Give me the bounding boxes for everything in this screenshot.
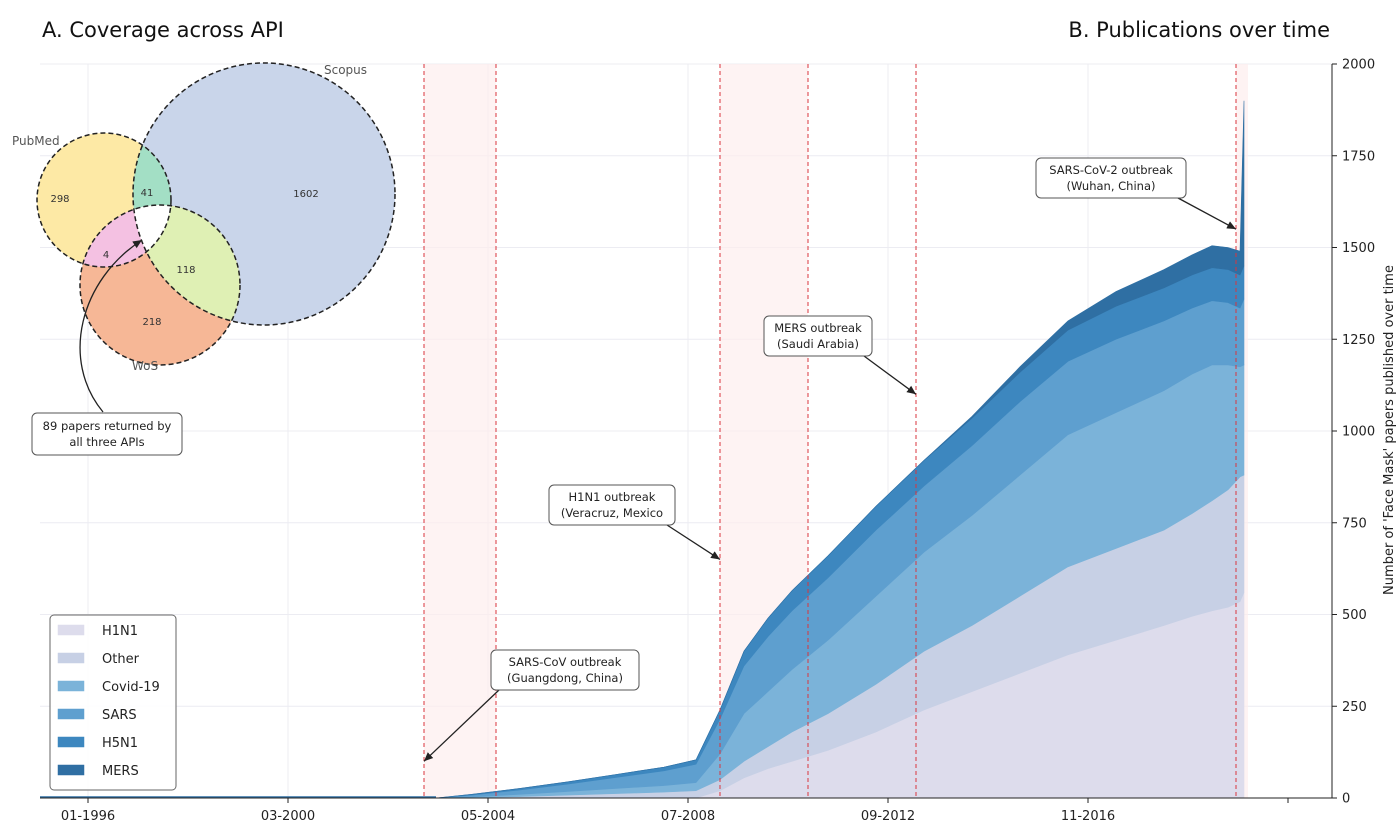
legend-label-2: Covid-19 <box>102 680 160 695</box>
venn-callout-line-1: 89 papers returned by <box>43 419 172 433</box>
x-tick-label-0: 01-1996 <box>61 809 115 823</box>
annotation-box-1 <box>548 484 676 526</box>
venn-wos-outline <box>79 204 241 366</box>
y-tick-label-1: 250 <box>1342 700 1367 715</box>
annotation-box-3 <box>1035 157 1187 199</box>
x-tick-label-1: 03-2000 <box>261 809 315 823</box>
annotation-2-line-1: (Saudi Arabia) <box>777 337 859 351</box>
outbreak-band-0 <box>424 64 496 798</box>
annotation-1-line-1: (Veracruz, Mexico <box>561 506 663 520</box>
y-tick-label-8: 2000 <box>1342 58 1375 73</box>
annotation-3-line-1: (Wuhan, China) <box>1066 179 1155 193</box>
legend-label-3: SARS <box>102 708 137 723</box>
legend-label-1: Other <box>102 652 140 667</box>
panel-b-title: B. Publications over time <box>1068 18 1330 42</box>
legend-label-4: H5N1 <box>102 736 138 751</box>
venn-count-pubmed-scopus: 41 <box>141 188 154 199</box>
venn-scopus-outline <box>132 62 396 326</box>
outbreak-bands <box>424 64 1248 798</box>
legend-swatch-5 <box>57 764 85 776</box>
annotation-3-line-0: SARS-CoV-2 outbreak <box>1049 163 1173 177</box>
y-tick-label-3: 750 <box>1342 516 1367 531</box>
annotation-box-2 <box>763 315 873 357</box>
y-tick-label-7: 1750 <box>1342 149 1375 164</box>
venn-pubmed-outline <box>36 132 172 268</box>
venn-callout-line-2: all three APIs <box>69 435 144 449</box>
x-ticks: 01-1996 03-2000 05-2004 07-2008 09-2012 11-20… <box>61 798 1289 823</box>
venn-label-wos: WoS <box>132 359 158 373</box>
x-tick-label-4: 09-2012 <box>861 809 915 823</box>
annotation-0-line-0: SARS-CoV outbreak <box>509 655 622 669</box>
publications-chart: 01-1996 03-2000 05-2004 07-2008 09-2012 11-20… <box>40 58 1397 823</box>
venn-callout-box <box>31 412 183 456</box>
venn-count-scopus-wos: 118 <box>176 265 195 276</box>
venn-count-wos-only: 218 <box>142 317 161 328</box>
y-ticks: 0 250 500 750 1000 1250 1500 1750 2000 <box>1332 58 1375 807</box>
legend-swatch-3 <box>57 708 85 720</box>
y-tick-label-6: 1500 <box>1342 241 1375 256</box>
legend-swatch-2 <box>57 680 85 692</box>
legend-swatch-1 <box>57 652 85 664</box>
annotation-arrow-2 <box>863 355 917 395</box>
annotations: SARS-CoV outbreak (Guangdong, China) H1N1 … <box>423 157 1237 762</box>
venn-diagram: PubMed Scopus WoS 298 41 1602 4 118 218 … <box>12 62 396 456</box>
stacked-areas <box>40 100 1245 799</box>
legend-label-5: MERS <box>102 764 139 779</box>
annotation-box-0 <box>490 649 640 691</box>
legend: H1N1 Other Covid-19 SARS H5N1 MERS <box>49 614 177 791</box>
x-tick-label-2: 05-2004 <box>461 809 515 823</box>
y-tick-label-4: 1000 <box>1342 425 1375 440</box>
y-tick-label-2: 500 <box>1342 608 1367 623</box>
venn-count-pubmed-only: 298 <box>50 194 69 205</box>
panel-a-title: A. Coverage across API <box>42 18 284 42</box>
x-tick-label-3: 07-2008 <box>661 809 715 823</box>
venn-pubmed-wos-fill <box>80 205 171 267</box>
annotation-2-line-0: MERS outbreak <box>774 321 862 335</box>
y-axis-label: Number of 'Face Mask' papers published o… <box>1382 265 1397 595</box>
legend-label-0: H1N1 <box>102 624 138 639</box>
area-series-mers <box>435 100 1245 799</box>
annotation-arrow-1 <box>666 524 721 560</box>
x-tick-label-5: 11-2016 <box>1061 809 1115 823</box>
legend-swatch-0 <box>57 624 85 636</box>
venn-count-pubmed-wos: 4 <box>103 250 109 261</box>
venn-count-scopus-only: 1602 <box>293 189 318 200</box>
y-tick-label-5: 1250 <box>1342 333 1375 348</box>
y-tick-label-0: 0 <box>1342 792 1350 807</box>
annotation-1-line-0: H1N1 outbreak <box>569 490 656 504</box>
venn-callout-arrow <box>79 239 143 413</box>
venn-label-scopus: Scopus <box>324 63 367 77</box>
legend-swatch-4 <box>57 736 85 748</box>
annotation-arrow-0 <box>423 689 500 762</box>
annotation-arrow-3 <box>1177 197 1237 230</box>
annotation-0-line-1: (Guangdong, China) <box>507 671 623 685</box>
venn-label-pubmed: PubMed <box>12 134 60 148</box>
